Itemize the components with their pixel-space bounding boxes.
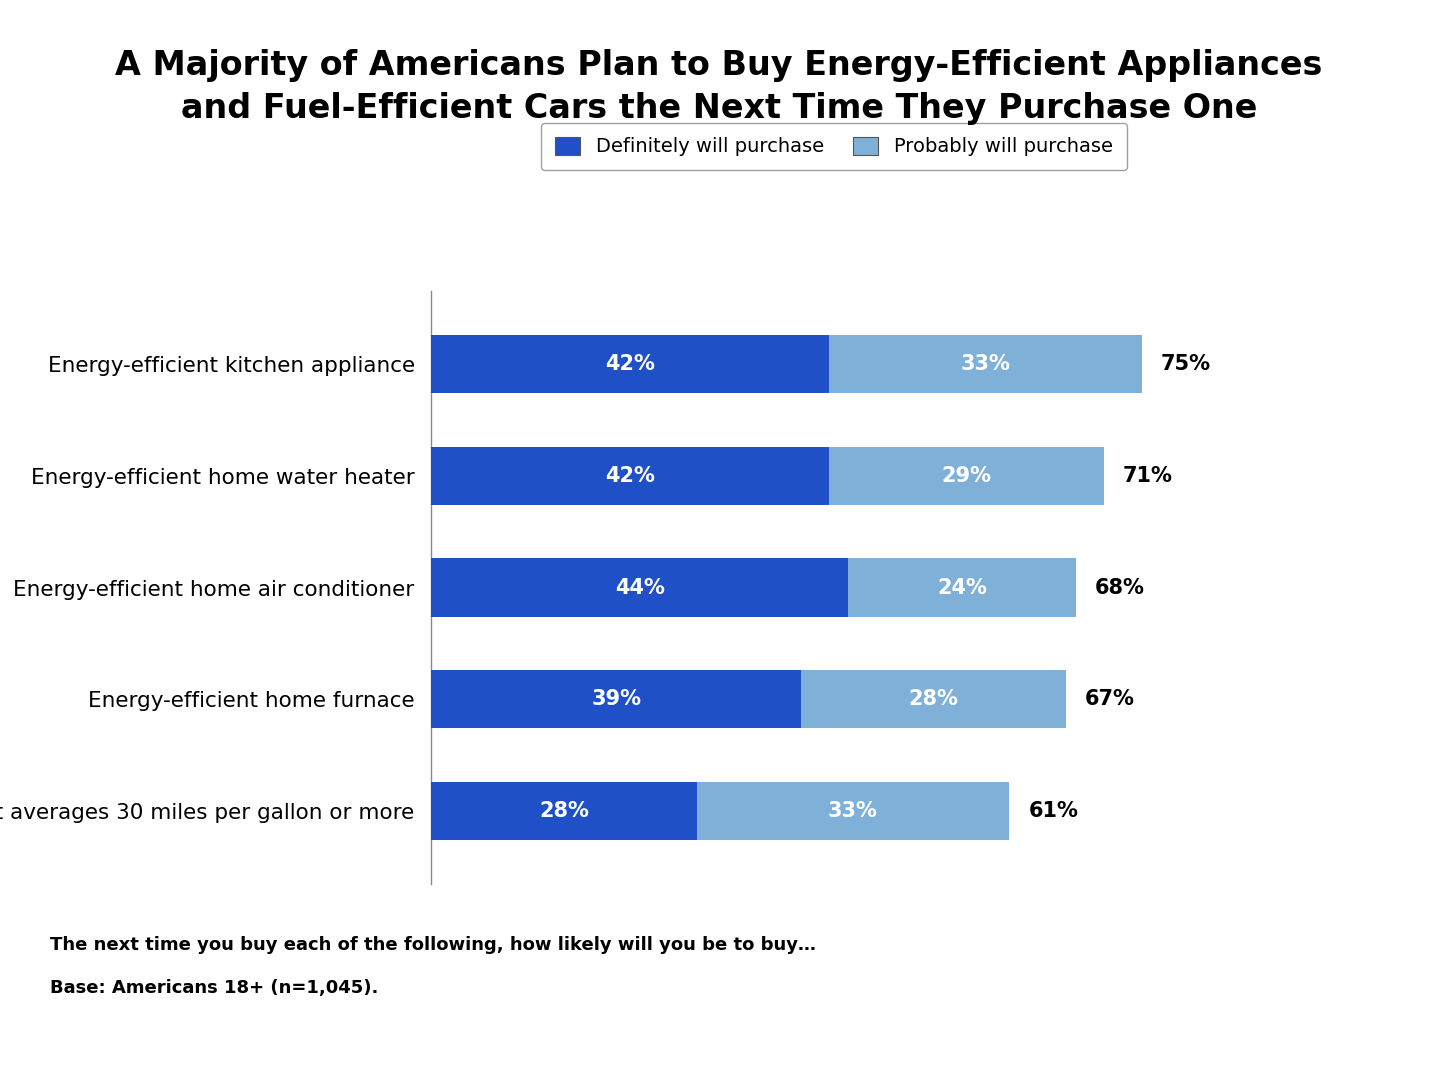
Bar [830,446,1104,505]
Bar [696,783,1009,841]
Text: 68%: 68% [1094,578,1145,597]
Text: 33%: 33% [828,801,879,821]
Text: 39%: 39% [591,689,641,709]
Text: 71%: 71% [1123,466,1173,486]
Text: 61%: 61% [1028,801,1078,821]
Text: A Majority of Americans Plan to Buy Energy-Efficient Appliances: A Majority of Americans Plan to Buy Ener… [115,49,1323,82]
Text: 33%: 33% [961,354,1011,374]
Text: 42%: 42% [605,354,656,374]
Bar [431,334,830,392]
Bar [431,783,696,841]
Text: 28%: 28% [539,801,590,821]
Text: and Fuel-Efficient Cars the Next Time They Purchase One: and Fuel-Efficient Cars the Next Time Th… [181,92,1257,125]
Bar [848,558,1076,617]
Text: 29%: 29% [942,466,992,486]
Bar [431,558,848,617]
Bar [830,334,1142,392]
Bar [431,671,801,729]
Text: 28%: 28% [909,689,959,709]
Legend: Definitely will purchase, Probably will purchase: Definitely will purchase, Probably will … [542,123,1126,170]
Text: Base: Americans 18+ (n=1,045).: Base: Americans 18+ (n=1,045). [50,979,378,997]
Text: The next time you buy each of the following, how likely will you be to buy…: The next time you buy each of the follow… [50,936,817,954]
Text: 44%: 44% [615,578,664,597]
Text: 24%: 24% [938,578,986,597]
Bar [801,671,1066,729]
Text: 67%: 67% [1086,689,1135,709]
Text: 42%: 42% [605,466,656,486]
Bar [431,446,830,505]
Text: 75%: 75% [1160,354,1211,374]
